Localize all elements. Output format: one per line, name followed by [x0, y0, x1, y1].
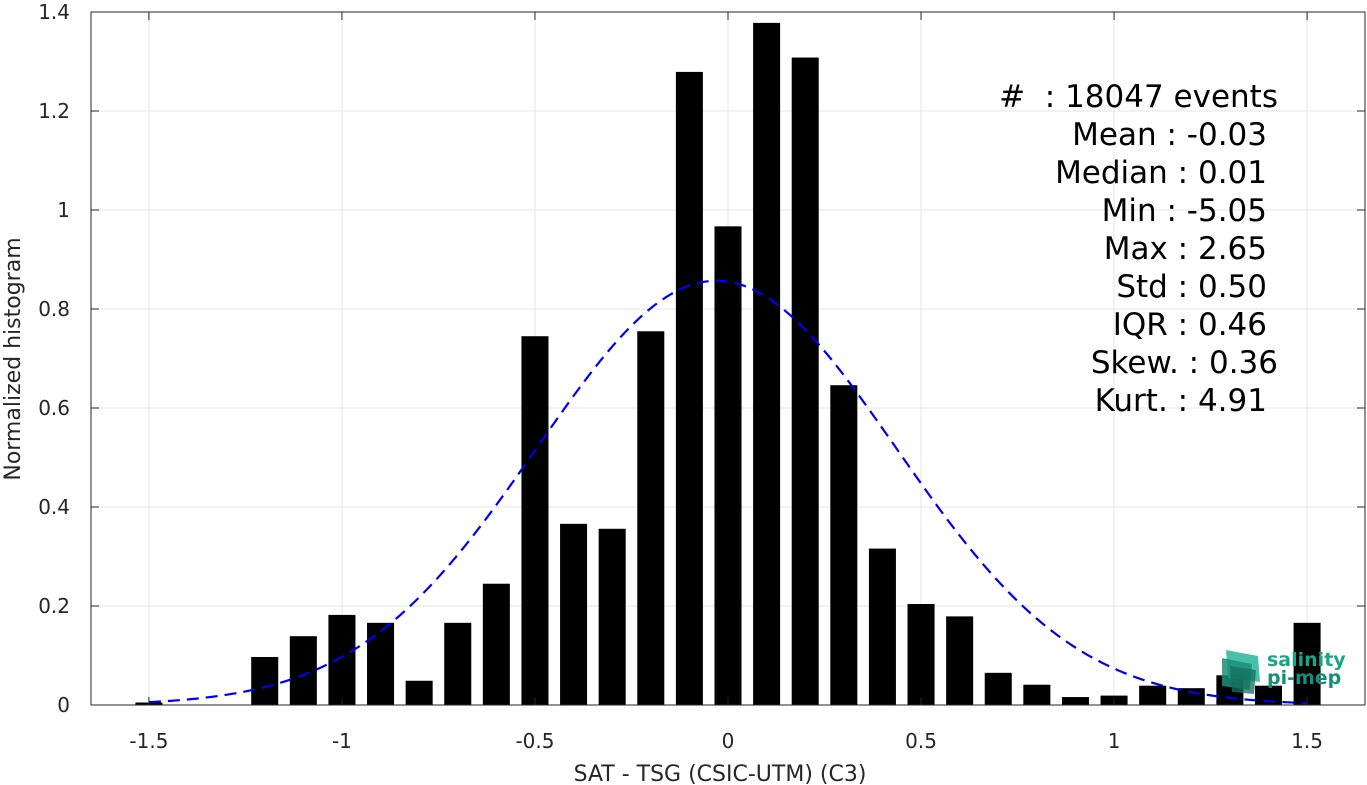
- y-tick-label: 0: [57, 693, 70, 717]
- histogram-bar: [1023, 684, 1051, 705]
- histogram-bar: [714, 226, 742, 705]
- stat-skew: Skew. : 0.36: [1090, 345, 1278, 381]
- x-tick-label: 1: [1108, 729, 1121, 753]
- y-tick-labels: 0 0.2 0.4 0.6 0.8 1 1.2 1.4: [38, 0, 70, 717]
- histogram-bar: [868, 548, 896, 705]
- logo-mark-icon: [1222, 650, 1260, 694]
- histogram-bar: [289, 636, 317, 705]
- histogram-bar: [830, 385, 858, 705]
- histogram-bar: [753, 22, 781, 705]
- y-tick-label: 0.2: [38, 594, 70, 618]
- histogram-bar: [946, 616, 974, 705]
- y-tick-label: 0.4: [38, 495, 70, 519]
- x-tick-label: 0.5: [905, 729, 937, 753]
- histogram-bar: [1139, 685, 1167, 705]
- x-tick-label: -1: [332, 729, 352, 753]
- stat-iqr: IQR : 0.46: [1112, 307, 1267, 343]
- histogram-bar: [521, 336, 549, 705]
- histogram-bar: [1177, 688, 1205, 705]
- stat-std: Std : 0.50: [1116, 269, 1267, 305]
- histogram-bar: [791, 57, 819, 706]
- histogram-bar: [1254, 685, 1282, 705]
- axis-ticks: [91, 11, 1365, 706]
- stat-max: Max : 2.65: [1103, 231, 1267, 267]
- histogram-bar: [251, 656, 279, 705]
- histogram-bar: [637, 331, 665, 705]
- x-tick-label: -1.5: [129, 729, 168, 753]
- histogram-bar: [598, 528, 626, 705]
- x-tick-label: -0.5: [515, 729, 554, 753]
- histogram-bar: [675, 71, 703, 705]
- stat-kurt: Kurt. : 4.91: [1094, 383, 1267, 419]
- grid-lines: [91, 11, 1365, 706]
- histogram-bars: [135, 22, 1321, 706]
- histogram-bar: [367, 622, 395, 705]
- x-axis-label: SAT - TSG (CSIC-UTM) (C3): [574, 762, 867, 785]
- histogram-bar: [405, 680, 433, 705]
- histogram-bar: [328, 614, 356, 705]
- y-tick-label: 1: [57, 198, 70, 222]
- normal-fit-curve: [148, 279, 1308, 705]
- y-axis-label: Normalized histogram: [1, 237, 26, 480]
- y-tick-label: 0.8: [38, 297, 70, 321]
- histogram-bar: [907, 604, 935, 705]
- histogram-bar: [1061, 697, 1089, 705]
- logo-text-pimep: pi-mep: [1267, 667, 1342, 689]
- histogram-bar: [560, 523, 588, 705]
- stat-median: Median : 0.01: [1055, 155, 1267, 191]
- histogram-bar: [444, 622, 472, 705]
- x-tick-label: 0: [722, 729, 735, 753]
- histogram-bar: [984, 672, 1012, 705]
- salinity-pimep-logo: salinity pi-mep: [1220, 646, 1360, 696]
- y-tick-label: 0.6: [38, 396, 70, 420]
- y-tick-label: 1.2: [38, 99, 70, 123]
- stat-min: Min : -5.05: [1101, 193, 1267, 229]
- histogram-bar: [482, 583, 510, 705]
- logo-text-salinity: salinity: [1267, 649, 1346, 671]
- stat-mean: Mean : -0.03: [1072, 117, 1267, 153]
- y-tick-label: 1.4: [38, 0, 70, 24]
- stat-count: # : 18047 events: [999, 79, 1278, 115]
- statistics-box: # : 18047 events Mean : -0.03 Median : 0…: [960, 78, 1280, 420]
- x-tick-labels: -1.5 -1 -0.5 0 0.5 1 1.5: [129, 729, 1323, 753]
- x-tick-label: 1.5: [1291, 729, 1323, 753]
- histogram-bar: [1293, 622, 1321, 705]
